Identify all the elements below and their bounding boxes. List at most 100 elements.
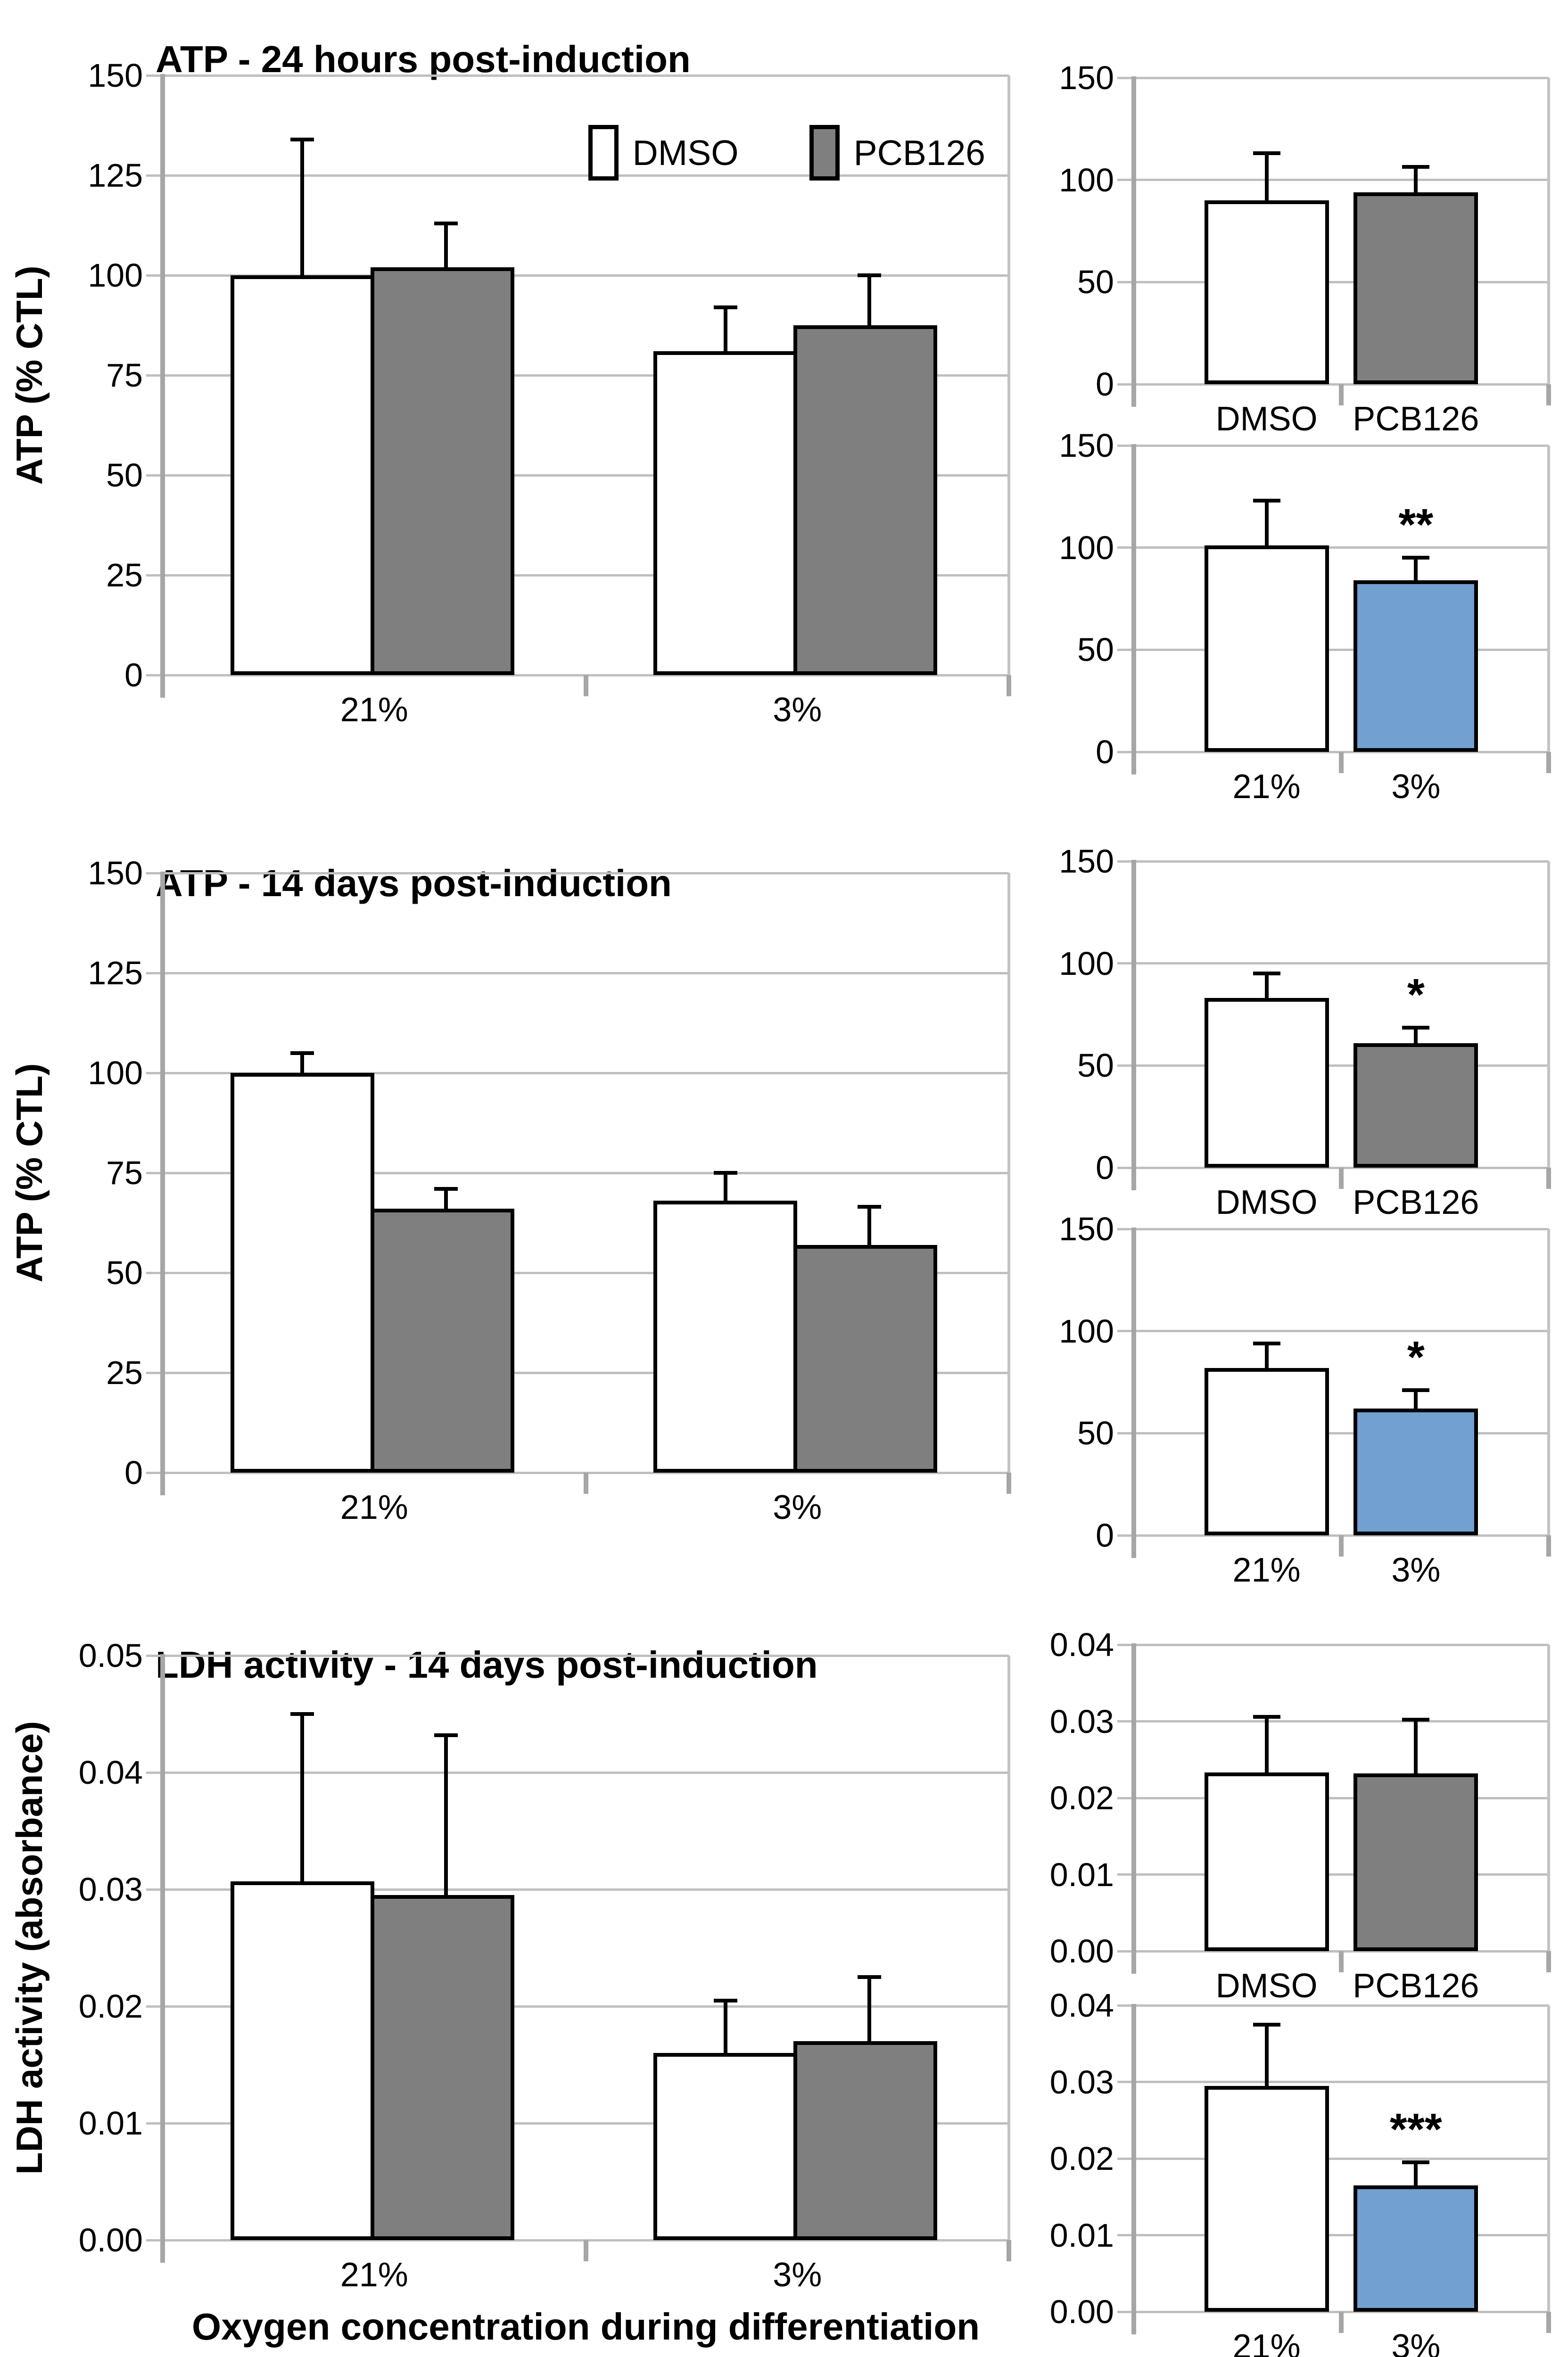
gridline — [146, 2239, 1009, 2242]
error-bar-line — [867, 1207, 871, 1245]
x-axis-tick — [1339, 384, 1344, 405]
y-tick-label: 0.00 — [1049, 1933, 1114, 1970]
error-bar-cap — [857, 273, 881, 278]
gridline — [1117, 1064, 1549, 1067]
error-bar-cap — [1253, 1714, 1280, 1719]
gridline — [1117, 76, 1549, 79]
error-bar-line — [1414, 1720, 1418, 1773]
error-bar-line — [1414, 2162, 1418, 2185]
bar — [1353, 1409, 1478, 1535]
x-axis-tick — [1339, 752, 1344, 773]
x-axis-tick — [1131, 2312, 1136, 2333]
x-axis-tick — [1131, 752, 1136, 773]
error-bar-line — [1414, 1390, 1418, 1409]
y-tick-label: 50 — [106, 457, 143, 494]
x-tick-label: PCB126 — [1353, 1967, 1479, 2005]
significance-annotation: ** — [1398, 500, 1434, 550]
error-bar-cap — [434, 1733, 458, 1737]
y-tick-label: 50 — [1077, 1047, 1114, 1084]
bar — [1204, 1368, 1329, 1535]
x-axis-tick — [1339, 1951, 1344, 1972]
error-bar-line — [723, 2000, 727, 2053]
y-tick-label: 0.03 — [78, 1871, 143, 1908]
y-tick-label: 0.04 — [1049, 1626, 1114, 1663]
gridline — [1117, 2004, 1549, 2007]
x-tick-label: 3% — [1391, 1551, 1441, 1589]
plot-area-ldh-14d-main: 0.05 0.04 0.03 0.02 0.01 0.00 21% 3% — [79, 1639, 1011, 2292]
error-bar-cap — [1402, 1388, 1430, 1393]
bar — [793, 325, 938, 675]
row-ldh-14d: LDH activity - 14 days post-induction LD… — [0, 1567, 1568, 2357]
error-bar-line — [1264, 153, 1269, 200]
error-bar-line — [867, 275, 871, 325]
bar — [1353, 2185, 1478, 2312]
gridline — [1117, 1950, 1549, 1953]
x-axis-tick — [1007, 2240, 1011, 2261]
legend-item: PCB126 — [809, 125, 985, 181]
gridline — [1117, 383, 1549, 386]
x-tick-label: 21% — [1232, 1551, 1301, 1589]
gridline — [146, 674, 1009, 676]
y-axis-title-atp-24h: ATP (% CTL) — [8, 265, 50, 485]
legend-label: DMSO — [632, 132, 739, 173]
x-tick-label: 3% — [773, 1489, 822, 1526]
error-bar-cap — [1402, 2160, 1430, 2165]
error-bar-line — [444, 1735, 448, 1895]
x-axis-tick — [1546, 2312, 1551, 2333]
gridline — [146, 474, 1009, 477]
error-bar-cap — [1402, 556, 1430, 560]
gridline — [146, 1371, 1009, 1374]
bar — [230, 275, 374, 675]
plot-area-atp-14d-main: 150 125 100 75 50 25 0 21% 3% — [88, 857, 1011, 1525]
gridline — [1117, 750, 1549, 753]
plot-area-atp-24h-by-oxygen: 150 100 50 0 21% 3% ** — [1059, 429, 1551, 804]
x-tick-label: 3% — [1391, 2328, 1441, 2357]
gridline — [146, 972, 1009, 974]
error-bar-cap — [857, 1205, 881, 1209]
x-axis-tick — [1339, 1168, 1344, 1189]
gridline — [146, 1471, 1009, 1474]
bar — [1204, 2085, 1329, 2312]
gridline — [1117, 1643, 1549, 1646]
x-axis-tick — [1339, 2312, 1344, 2333]
plot-right-border — [1547, 1229, 1550, 1557]
y-tick-label: 100 — [1059, 161, 1114, 198]
error-bar-line — [1264, 1343, 1269, 1368]
x-tick-label: 3% — [1391, 768, 1441, 806]
plot-right-border — [1547, 861, 1550, 1189]
y-tick-label: 100 — [88, 257, 143, 294]
y-tick-label: 75 — [106, 357, 143, 394]
error-bar-cap — [713, 1998, 737, 2003]
gridline — [1117, 2157, 1549, 2160]
error-bar-line — [1414, 166, 1418, 192]
plot-area-ldh-14d-by-oxygen: 0.04 0.03 0.02 0.01 0.00 21% 3% *** — [1050, 1989, 1551, 2357]
gridline — [1117, 648, 1549, 651]
y-tick-label: 150 — [88, 855, 143, 891]
x-tick-label: DMSO — [1215, 1967, 1318, 2005]
x-tick-label: 21% — [1232, 768, 1301, 806]
error-bar-cap — [290, 1712, 314, 1716]
x-axis-tick — [1131, 1535, 1136, 1557]
error-bar-line — [300, 1714, 305, 1881]
row-atp-14d: ATP - 14 days post-induction ATP (% CTL)… — [0, 783, 1568, 1587]
gridline — [1117, 962, 1549, 965]
y-tick-label: 100 — [1059, 529, 1114, 566]
error-bar-cap — [1402, 1718, 1430, 1722]
x-axis-tick — [1546, 752, 1551, 773]
gridline — [146, 2122, 1009, 2125]
y-tick-label: 100 — [88, 1055, 143, 1091]
y-tick-label: 0.01 — [1049, 1856, 1114, 1893]
x-axis-tick — [1007, 675, 1011, 696]
error-bar-cap — [1253, 151, 1280, 156]
y-axis-line — [1131, 860, 1136, 1190]
error-bar-cap — [1253, 2022, 1280, 2027]
y-tick-label: 0.00 — [78, 2222, 143, 2258]
gridline — [1117, 546, 1549, 549]
gridline — [146, 174, 1009, 177]
y-tick-label: 0.02 — [1049, 2140, 1114, 2177]
x-axis-tick — [583, 2240, 588, 2261]
x-axis-tick — [160, 675, 165, 696]
y-tick-label: 100 — [1059, 1312, 1114, 1350]
y-tick-label: 0 — [1096, 366, 1114, 403]
y-tick-label: 125 — [88, 157, 143, 194]
